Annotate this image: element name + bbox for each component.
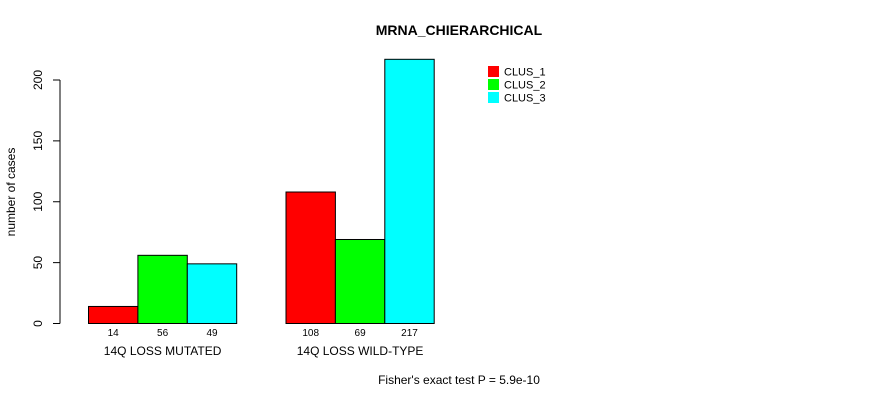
bar-clus-2 bbox=[334, 238, 386, 324]
bar-clus-1 bbox=[88, 305, 139, 324]
fisher-test-annotation: Fisher's exact test P = 5.9e-10 bbox=[378, 373, 540, 387]
bar-clus-3 bbox=[186, 263, 238, 324]
category-labels: 14Q LOSS MUTATED 14Q LOSS WILD-TYPE bbox=[104, 344, 424, 358]
bar-value-label: 56 bbox=[157, 328, 169, 339]
y-tick-label: 150 bbox=[31, 131, 45, 151]
legend-label: CLUS_1 bbox=[504, 67, 546, 79]
y-tick-label: 200 bbox=[31, 70, 45, 90]
y-tick-label: 50 bbox=[31, 256, 45, 270]
value-labels: 14 56 49 108 69 217 bbox=[108, 328, 419, 339]
bar-clus-3 bbox=[384, 58, 435, 325]
y-tick-label: 100 bbox=[31, 191, 45, 211]
category-label: 14Q LOSS WILD-TYPE bbox=[297, 344, 424, 358]
bar-clus-2 bbox=[137, 254, 188, 325]
y-axis-label: number of cases bbox=[4, 148, 18, 237]
bars-group bbox=[88, 58, 435, 325]
legend-swatch bbox=[488, 66, 499, 77]
legend-swatch bbox=[488, 79, 499, 90]
legend-label: CLUS_2 bbox=[504, 80, 546, 92]
category-label: 14Q LOSS MUTATED bbox=[104, 344, 222, 358]
bar-value-label: 69 bbox=[355, 328, 367, 339]
bar-value-label: 217 bbox=[401, 328, 418, 339]
legend-label: CLUS_3 bbox=[504, 93, 546, 105]
bar-value-label: 108 bbox=[302, 328, 319, 339]
legend-swatch bbox=[488, 92, 499, 103]
y-axis: 0 50 100 150 200 bbox=[31, 70, 61, 327]
chart-title: MRNA_CHIERARCHICAL bbox=[376, 22, 543, 38]
bar-value-label: 49 bbox=[206, 328, 218, 339]
bar-clus-1 bbox=[285, 191, 336, 324]
y-tick-label: 0 bbox=[31, 320, 45, 327]
bar-value-label: 14 bbox=[108, 328, 120, 339]
